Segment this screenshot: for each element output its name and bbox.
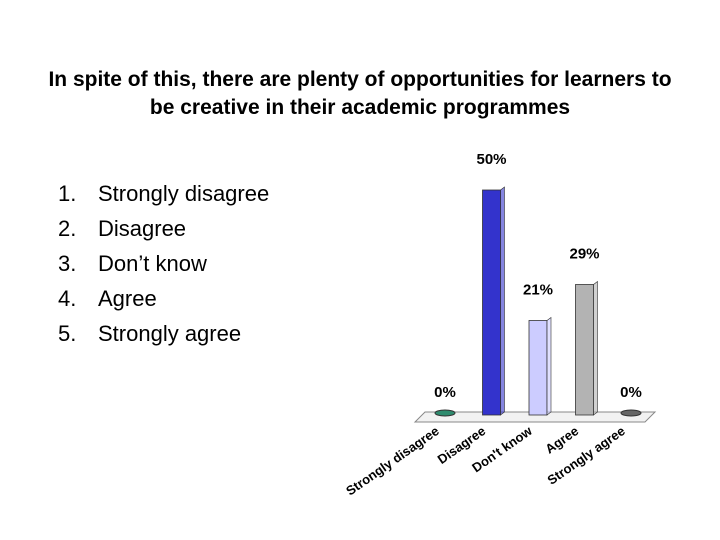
- option-text: Agree: [98, 286, 157, 311]
- bar: [434, 409, 456, 417]
- option-text: Strongly disagree: [98, 181, 270, 206]
- value-label: 0%: [620, 384, 642, 401]
- slide-title: In spite of this, there are plenty of op…: [48, 68, 672, 119]
- bar: [620, 409, 642, 417]
- x-tick-label: Strongly agree: [545, 423, 628, 488]
- option-number: 3.: [58, 251, 77, 276]
- bar: [528, 320, 548, 416]
- value-label: 29%: [569, 246, 599, 263]
- option-number: 4.: [58, 286, 77, 311]
- bar: [482, 189, 501, 416]
- option: 1. Strongly disagree: [58, 176, 269, 211]
- option-text: Don’t know: [98, 251, 207, 276]
- value-label: 0%: [434, 384, 456, 401]
- value-label: 21%: [523, 282, 553, 299]
- option-text: Disagree: [98, 216, 187, 241]
- option-number: 2.: [58, 216, 77, 241]
- option: 4. Agree: [58, 281, 269, 316]
- option: 3. Don’t know: [58, 246, 269, 281]
- option-number: 5.: [58, 321, 77, 346]
- bar-side: [546, 316, 552, 416]
- option: 2. Disagree: [58, 211, 269, 246]
- x-tick-label: Strongly disagree: [343, 423, 442, 498]
- option: 5. Strongly agree: [58, 316, 269, 351]
- option-list: 1. Strongly disagree 2. Disagree 3. Don’t kno…: [58, 176, 269, 351]
- option-text: Strongly agree: [98, 321, 242, 346]
- x-tick-label: Agree: [542, 423, 581, 456]
- bar-side: [500, 186, 505, 416]
- bar: [575, 284, 594, 416]
- value-label: 50%: [476, 151, 506, 168]
- bar-side: [593, 280, 598, 416]
- option-number: 1.: [58, 181, 77, 206]
